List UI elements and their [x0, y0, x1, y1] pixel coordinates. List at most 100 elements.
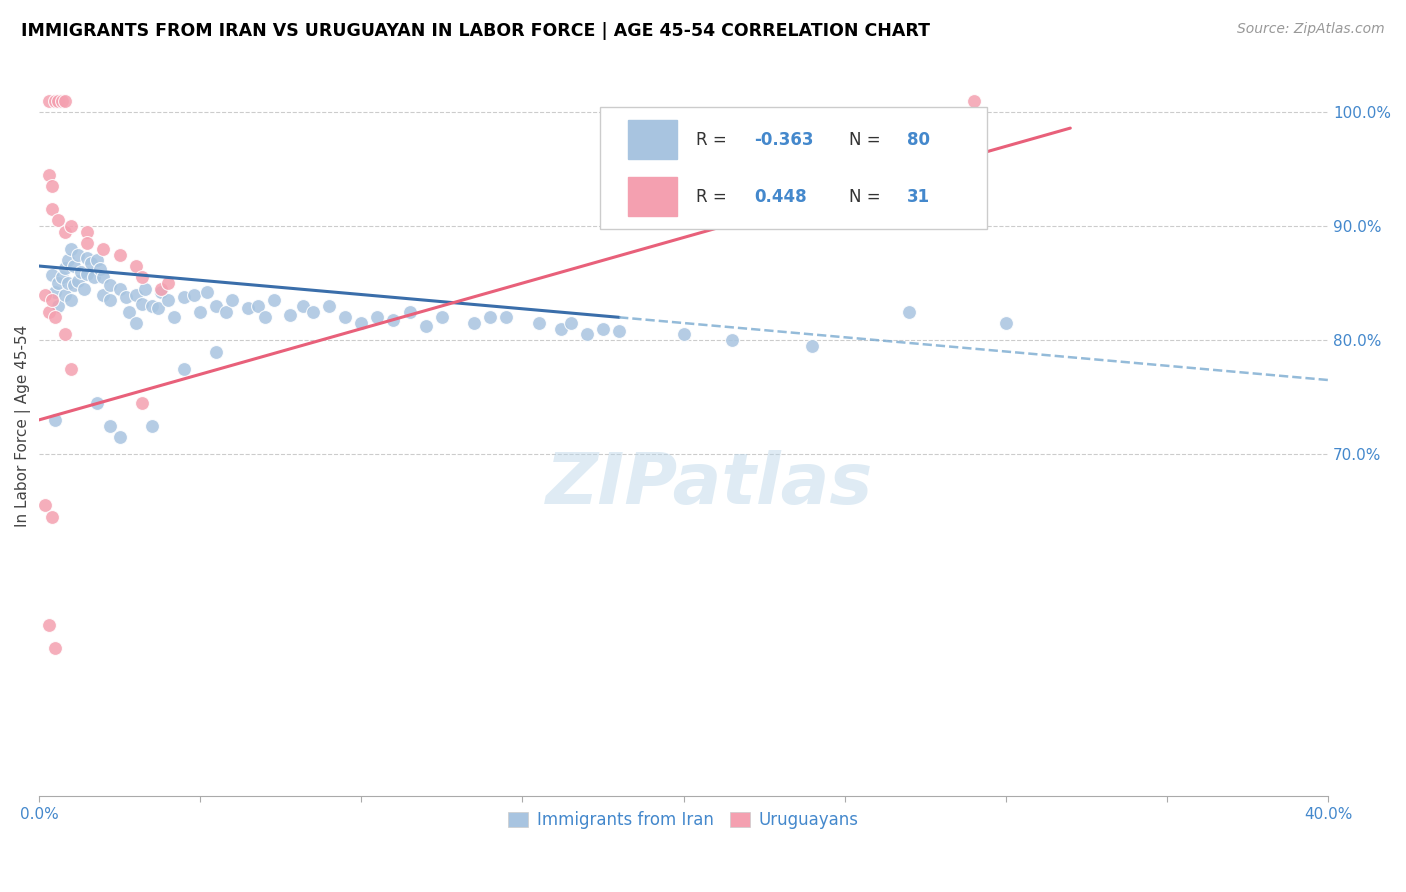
Point	[98, 418, 121, 433]
Point	[382, 312, 405, 326]
Point	[575, 327, 598, 342]
Point	[44, 640, 66, 655]
Text: IMMIGRANTS FROM IRAN VS URUGUAYAN IN LABOR FORCE | AGE 45-54 CORRELATION CHART: IMMIGRANTS FROM IRAN VS URUGUAYAN IN LAB…	[21, 22, 931, 40]
Point	[527, 316, 550, 330]
Point	[98, 293, 121, 308]
Point	[86, 253, 108, 268]
Point	[41, 509, 63, 524]
Text: Source: ZipAtlas.com: Source: ZipAtlas.com	[1237, 22, 1385, 37]
Point	[38, 618, 60, 632]
Text: ZIPatlas: ZIPatlas	[546, 450, 873, 519]
Point	[66, 274, 89, 288]
Point	[53, 94, 76, 108]
Point	[131, 270, 153, 285]
Point	[76, 251, 98, 265]
Point	[607, 324, 630, 338]
Point	[38, 304, 60, 318]
Point	[86, 396, 108, 410]
Point	[134, 282, 156, 296]
Point	[98, 278, 121, 293]
Point	[56, 253, 79, 268]
Point	[73, 282, 96, 296]
Point	[238, 301, 260, 316]
Point	[44, 285, 66, 300]
Point	[150, 282, 173, 296]
Point	[221, 293, 243, 308]
Point	[108, 282, 131, 296]
Point	[263, 293, 285, 308]
Point	[801, 339, 824, 353]
Point	[721, 333, 744, 347]
Point	[60, 242, 83, 256]
Point	[672, 327, 695, 342]
Point	[46, 94, 69, 108]
Point	[163, 310, 186, 325]
Point	[898, 304, 921, 318]
Point	[302, 304, 325, 318]
Point	[53, 287, 76, 301]
Point	[66, 247, 89, 261]
Point	[430, 310, 453, 325]
Point	[150, 285, 173, 300]
Point	[41, 293, 63, 308]
Point	[366, 310, 388, 325]
Point	[108, 430, 131, 444]
Point	[41, 179, 63, 194]
Point	[76, 225, 98, 239]
Point	[53, 261, 76, 276]
Text: -0.363: -0.363	[755, 130, 814, 149]
Point	[124, 316, 146, 330]
Text: N =: N =	[849, 130, 886, 149]
Point	[34, 287, 56, 301]
Point	[51, 270, 73, 285]
Point	[76, 236, 98, 251]
Point	[93, 242, 115, 256]
Point	[124, 259, 146, 273]
Text: R =: R =	[696, 130, 733, 149]
Point	[53, 327, 76, 342]
Point	[398, 304, 420, 318]
Point	[53, 225, 76, 239]
Point	[173, 290, 195, 304]
Point	[141, 299, 163, 313]
Point	[173, 361, 195, 376]
Point	[592, 322, 614, 336]
Point	[253, 310, 276, 325]
Y-axis label: In Labor Force | Age 45-54: In Labor Force | Age 45-54	[15, 325, 31, 527]
Point	[215, 304, 238, 318]
Point	[994, 316, 1017, 330]
Legend: Immigrants from Iran, Uruguayans: Immigrants from Iran, Uruguayans	[502, 805, 865, 836]
Point	[156, 276, 179, 290]
Point	[60, 361, 83, 376]
Point	[463, 316, 485, 330]
Point	[195, 285, 218, 300]
Point	[60, 219, 83, 234]
Point	[247, 299, 270, 313]
Point	[183, 287, 205, 301]
Point	[44, 310, 66, 325]
Point	[962, 94, 984, 108]
Text: R =: R =	[696, 187, 738, 206]
Point	[280, 308, 302, 322]
Point	[141, 418, 163, 433]
Text: N =: N =	[849, 187, 886, 206]
Point	[479, 310, 502, 325]
Point	[495, 310, 517, 325]
FancyBboxPatch shape	[600, 107, 987, 229]
Point	[93, 287, 115, 301]
Bar	[628, 120, 678, 159]
Point	[333, 310, 356, 325]
Point	[108, 247, 131, 261]
Point	[63, 278, 86, 293]
Point	[124, 287, 146, 301]
Point	[79, 255, 101, 269]
Point	[131, 296, 153, 310]
Point	[89, 262, 111, 277]
Point	[34, 499, 56, 513]
Point	[118, 304, 141, 318]
Point	[156, 293, 179, 308]
Point	[205, 344, 228, 359]
Point	[44, 413, 66, 427]
Point	[46, 299, 69, 313]
Text: 80: 80	[907, 130, 929, 149]
